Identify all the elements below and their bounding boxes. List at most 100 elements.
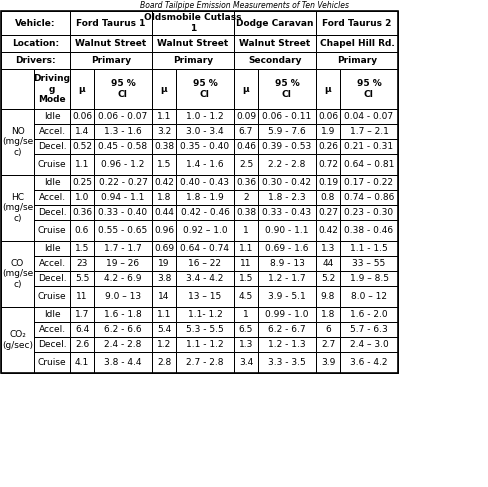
Text: 0.64 - 0.74: 0.64 - 0.74 [180, 244, 229, 253]
Text: 0.69: 0.69 [154, 244, 174, 253]
Bar [34, 69, 70, 109]
Bar [315, 154, 339, 175]
Bar [339, 352, 397, 373]
Text: Decel.: Decel. [38, 208, 66, 217]
Text: 1.5: 1.5 [238, 274, 253, 283]
Bar [70, 220, 94, 241]
Text: 6.2 - 6.7: 6.2 - 6.7 [267, 325, 305, 334]
Bar [258, 205, 315, 220]
Bar [1, 52, 70, 69]
Text: Ford Taurus 1: Ford Taurus 1 [76, 19, 145, 27]
Bar [34, 205, 70, 220]
Text: 1.1: 1.1 [238, 244, 253, 253]
Text: 0.96 - 1.2: 0.96 - 1.2 [101, 160, 144, 169]
Bar [258, 109, 315, 124]
Bar [94, 154, 152, 175]
Text: 0.42: 0.42 [317, 226, 337, 235]
Text: 5.7 - 6.3: 5.7 - 6.3 [349, 325, 387, 334]
Text: 3.4: 3.4 [238, 358, 253, 367]
Bar [339, 124, 397, 139]
Bar [315, 190, 339, 205]
Text: 3.8 - 4.4: 3.8 - 4.4 [104, 358, 142, 367]
Bar [234, 205, 258, 220]
Text: 1.1: 1.1 [75, 160, 89, 169]
Bar [315, 69, 339, 109]
Bar [34, 124, 70, 139]
Bar [70, 241, 94, 256]
Bar [258, 286, 315, 307]
Text: 5.2: 5.2 [320, 274, 334, 283]
Text: 1.1 - 1.2: 1.1 - 1.2 [186, 340, 224, 349]
Bar [94, 175, 152, 190]
Text: Primary: Primary [91, 56, 131, 65]
Text: 6.5: 6.5 [238, 325, 253, 334]
Bar [70, 139, 94, 154]
Text: 1.3: 1.3 [238, 340, 253, 349]
Bar [234, 352, 258, 373]
Text: Accel.: Accel. [39, 127, 65, 136]
Text: Primary: Primary [173, 56, 213, 65]
Text: 5.5: 5.5 [75, 274, 89, 283]
Bar [315, 220, 339, 241]
Text: 3.3 - 3.5: 3.3 - 3.5 [267, 358, 305, 367]
Text: Accel.: Accel. [39, 325, 65, 334]
Text: 0.25: 0.25 [72, 178, 92, 187]
Text: 11: 11 [240, 259, 251, 268]
Bar [70, 205, 94, 220]
Text: Decel.: Decel. [38, 274, 66, 283]
Text: 0.52: 0.52 [72, 142, 92, 151]
Text: Idle: Idle [43, 244, 60, 253]
Text: 0.72: 0.72 [317, 160, 337, 169]
Bar [152, 352, 176, 373]
Text: CO₂
(g/sec): CO₂ (g/sec) [2, 330, 33, 350]
Bar [339, 271, 397, 286]
Bar [339, 139, 397, 154]
Bar [152, 286, 176, 307]
Text: 2: 2 [243, 193, 248, 202]
Bar [258, 352, 315, 373]
Text: 0.06 - 0.07: 0.06 - 0.07 [98, 112, 147, 121]
Text: 0.38: 0.38 [235, 208, 256, 217]
Text: Accel.: Accel. [39, 259, 65, 268]
Bar [1, 69, 34, 109]
Text: Ford Taurus 2: Ford Taurus 2 [322, 19, 391, 27]
Bar [234, 337, 258, 352]
Bar [34, 286, 70, 307]
Text: Cruise: Cruise [38, 160, 66, 169]
Bar [152, 11, 234, 35]
Text: 1.1: 1.1 [157, 112, 171, 121]
Text: 23: 23 [76, 259, 87, 268]
Text: 14: 14 [158, 292, 169, 301]
Text: 11: 11 [76, 292, 87, 301]
Bar [70, 35, 152, 52]
Bar [152, 109, 176, 124]
Bar [315, 52, 397, 69]
Bar [176, 352, 234, 373]
Text: 1.7 - 1.7: 1.7 - 1.7 [104, 244, 142, 253]
Bar [1, 307, 34, 373]
Text: 0.33 - 0.43: 0.33 - 0.43 [262, 208, 311, 217]
Text: 0.94 - 1.1: 0.94 - 1.1 [101, 193, 144, 202]
Text: Primary: Primary [336, 56, 376, 65]
Text: Walnut Street: Walnut Street [75, 39, 146, 48]
Text: 6.4: 6.4 [75, 325, 89, 334]
Bar [258, 337, 315, 352]
Text: 5.9 - 7.6: 5.9 - 7.6 [267, 127, 305, 136]
Text: 0.64 – 0.81: 0.64 – 0.81 [343, 160, 393, 169]
Bar [70, 352, 94, 373]
Text: 33 – 55: 33 – 55 [352, 259, 385, 268]
Bar [258, 190, 315, 205]
Text: 0.30 - 0.42: 0.30 - 0.42 [262, 178, 311, 187]
Text: μ: μ [242, 85, 249, 94]
Bar [94, 286, 152, 307]
Text: Walnut Street: Walnut Street [157, 39, 228, 48]
Bar [258, 271, 315, 286]
Text: 3.0 - 3.4: 3.0 - 3.4 [186, 127, 224, 136]
Bar [152, 124, 176, 139]
Bar [339, 109, 397, 124]
Text: Drivers:: Drivers: [15, 56, 56, 65]
Text: 1.0: 1.0 [75, 193, 89, 202]
Text: μ: μ [161, 85, 167, 94]
Bar [176, 271, 234, 286]
Bar [70, 109, 94, 124]
